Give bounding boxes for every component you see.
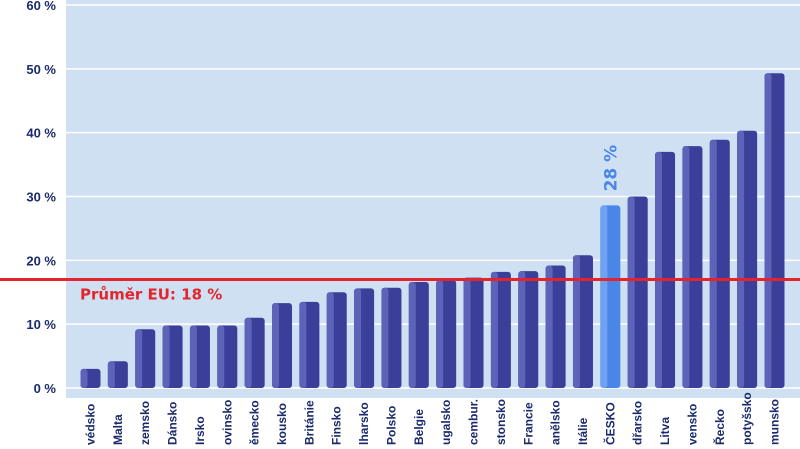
bar-shade	[80, 368, 88, 388]
bar	[189, 325, 210, 388]
bar-shade	[217, 325, 225, 388]
x-tick-label: ugalsko	[439, 400, 453, 445]
bar-shade	[107, 361, 115, 388]
y-tick-label: 20 %	[26, 253, 56, 268]
bar	[545, 265, 566, 388]
bar-shade	[545, 265, 553, 388]
bar-shade	[326, 292, 334, 388]
bar	[682, 146, 703, 388]
x-tick-label: Malta	[111, 414, 125, 445]
bar	[436, 280, 457, 388]
x-tick-label: anělsko	[549, 400, 563, 445]
x-tick-label: vensko	[685, 404, 699, 445]
bar	[354, 288, 375, 388]
bar-shade	[244, 317, 252, 388]
x-tick-label: Polsko	[384, 406, 398, 445]
bar-shade	[299, 301, 307, 388]
x-tick-label: potyšsko	[740, 392, 754, 445]
x-tick-label: Itálie	[576, 417, 590, 445]
bar-shade	[737, 130, 745, 389]
y-tick-label: 40 %	[26, 126, 56, 141]
bar-shade	[600, 205, 608, 388]
x-tick-label: cembur.	[467, 399, 481, 445]
bar	[135, 329, 156, 388]
x-tick-label: Belgie	[412, 409, 426, 445]
x-tick-label: Irsko	[193, 416, 207, 445]
bar	[627, 196, 648, 388]
bar	[463, 277, 484, 388]
bar-shade	[518, 271, 526, 388]
x-tick-label: védsko	[84, 404, 98, 445]
bar-shade	[354, 288, 362, 388]
x-tick-label: Francie	[521, 402, 535, 445]
bar	[107, 361, 128, 388]
x-tick-label: Litva	[658, 417, 672, 445]
x-tick-label: Británie	[302, 400, 316, 445]
bar-shade	[408, 282, 416, 388]
y-tick-label: 10 %	[26, 317, 56, 332]
bar	[244, 317, 265, 388]
bar	[572, 255, 593, 388]
bar	[518, 271, 539, 388]
bar	[655, 151, 676, 388]
bar-shade	[572, 255, 580, 388]
bar-shade	[272, 303, 280, 388]
bar-shade	[627, 196, 635, 388]
x-tick-label: kousko	[275, 403, 289, 445]
bar-shade	[490, 271, 498, 388]
x-tick-label: munsko	[768, 399, 782, 445]
bar	[217, 325, 238, 388]
bar-shade	[381, 287, 389, 388]
bar	[162, 325, 183, 388]
bar	[408, 282, 429, 388]
x-tick-label: dřarsko	[631, 401, 645, 445]
x-tick-label: zemsko	[138, 401, 152, 445]
bar-shade	[189, 325, 197, 388]
y-tick-label: 30 %	[26, 190, 56, 205]
gridlines	[66, 4, 800, 389]
bar	[299, 301, 320, 388]
y-tick-label: 50 %	[26, 62, 56, 77]
bars	[80, 73, 785, 389]
bar	[80, 368, 101, 388]
bar-shade	[682, 146, 690, 388]
x-tick-label: Dánsko	[166, 402, 180, 445]
plot-area	[66, 0, 800, 398]
x-tick-label: stonsko	[494, 399, 508, 445]
bar	[326, 292, 347, 388]
bar	[600, 205, 621, 388]
y-tick-label: 0 %	[34, 381, 57, 396]
bar-shade	[764, 73, 772, 388]
x-tick-label: Řecko	[712, 409, 727, 445]
bar	[272, 303, 293, 388]
bar	[737, 130, 758, 389]
bar-shade	[162, 325, 170, 388]
x-axis-labels: védsko Malta zemsko Dánsko Irsko ovinsko ěmeck…	[84, 392, 782, 445]
x-tick-label: ěmecko	[248, 400, 262, 445]
highlight-value-label: 28 %	[601, 145, 621, 192]
bar-shade	[436, 280, 444, 388]
bar-shade	[655, 151, 663, 388]
eu-average-label: Průměr EU: 18 %	[80, 285, 222, 303]
bar	[709, 139, 730, 388]
bar-shade	[135, 329, 143, 388]
bar	[381, 287, 402, 388]
y-tick-label: 60 %	[26, 0, 56, 13]
x-tick-label: lharsko	[357, 402, 371, 445]
x-tick-label: Finsko	[330, 406, 344, 445]
y-axis-ticks: 0 % 10 % 20 % 30 % 40 % 50 % 60 %	[26, 0, 56, 396]
x-tick-label: ovinsko	[220, 400, 234, 445]
bar-shade	[463, 277, 471, 388]
x-tick-label: ČESKO	[602, 402, 617, 445]
bar	[490, 271, 511, 388]
bar-shade	[709, 139, 717, 388]
bar	[764, 73, 785, 388]
